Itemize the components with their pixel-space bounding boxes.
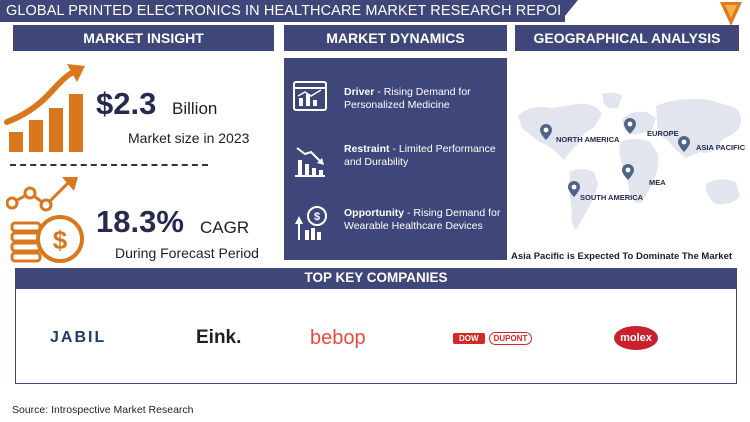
- company-name-dow: DOW: [453, 332, 485, 344]
- company-name-jabil: JABIL: [50, 329, 107, 346]
- company-logo-bebop: bebop: [310, 323, 366, 353]
- report-title: GLOBAL PRINTED ELECTRONICS IN HEALTHCARE…: [0, 0, 576, 22]
- opportunity-separator: -: [404, 207, 414, 219]
- company-name-dupont: DUPONT: [488, 331, 533, 345]
- company-name-bebop: bebop: [310, 326, 366, 349]
- source-note: Source: Introspective Market Research: [12, 404, 194, 416]
- declining-chart-icon: [295, 147, 325, 177]
- svg-text:$: $: [53, 225, 68, 255]
- asia-pacific-pin-icon: [678, 136, 690, 152]
- company-name-eink: Eink.: [196, 327, 242, 348]
- region-asia-pacific: ASIA PACIFIC: [696, 143, 746, 152]
- company-name-molex: molex: [614, 326, 658, 350]
- europe-pin-icon: [624, 118, 636, 134]
- svg-text:$: $: [314, 211, 320, 223]
- region-mea: MEA: [649, 178, 666, 187]
- region-north-america: NORTH AMERICA: [556, 135, 620, 144]
- south-america-pin-icon: [568, 181, 580, 197]
- insight-divider: [10, 164, 208, 166]
- driver-text: Rising Demand for Personalized Medicine: [344, 86, 471, 111]
- restraint-separator: -: [389, 143, 399, 155]
- restraint-label: Restraint: [344, 143, 390, 155]
- company-logo-jabil: JABIL: [50, 323, 106, 353]
- company-logo-molex: molex: [614, 323, 658, 353]
- opportunity-label: Opportunity: [344, 207, 405, 219]
- market-insight-heading: MARKET INSIGHT: [13, 25, 274, 51]
- cagr-unit: CAGR: [200, 218, 250, 237]
- opportunity-item: Opportunity - Rising Demand for Wearable…: [344, 207, 504, 233]
- dashboard-chart-icon: [293, 81, 327, 111]
- bar-growth-chart-icon: [4, 64, 85, 152]
- company-logo-dow-dupont: DOW DUPONT: [453, 323, 533, 353]
- region-south-america: SOUTH AMERICA: [580, 193, 644, 202]
- restraint-item: Restraint - Limited Performance and Dura…: [344, 143, 504, 169]
- company-logo-eink: Eink.: [196, 323, 241, 353]
- region-europe: EUROPE: [647, 129, 679, 138]
- dollar-coins-growth-icon: $: [6, 177, 84, 263]
- mea-pin-icon: [622, 164, 634, 180]
- north-america-pin-icon: [540, 124, 552, 140]
- geographical-analysis-heading: GEOGRAPHICAL ANALYSIS: [515, 25, 739, 51]
- market-size-unit: Billion: [172, 99, 218, 118]
- top-key-companies-heading: TOP KEY COMPANIES: [15, 268, 737, 288]
- cagr-caption: During Forecast Period: [115, 245, 259, 261]
- companies-panel: JABIL Eink. bebop DOW DUPONT molex: [15, 288, 737, 384]
- market-size-value: $2.3: [96, 86, 157, 121]
- driver-item: Driver - Rising Demand for Personalized …: [344, 86, 504, 112]
- market-size-caption: Market size in 2023: [128, 130, 250, 146]
- growth-opportunity-icon: $: [295, 206, 327, 240]
- restraint-text: Limited Performance and Durability: [344, 143, 496, 168]
- title-bar-wedge: [560, 0, 578, 22]
- cagr-value: 18.3%: [96, 204, 184, 239]
- market-dynamics-heading: MARKET DYNAMICS: [284, 25, 507, 51]
- driver-label: Driver: [344, 86, 375, 98]
- opportunity-text: Rising Demand for Wearable Healthcare De…: [344, 207, 501, 232]
- market-dynamics-panel: Driver - Rising Demand for Personalized …: [284, 58, 507, 260]
- geography-caption: Asia Pacific is Expected To Dominate The…: [511, 251, 733, 262]
- driver-separator: -: [374, 86, 384, 98]
- brand-logo-icon: [720, 2, 742, 26]
